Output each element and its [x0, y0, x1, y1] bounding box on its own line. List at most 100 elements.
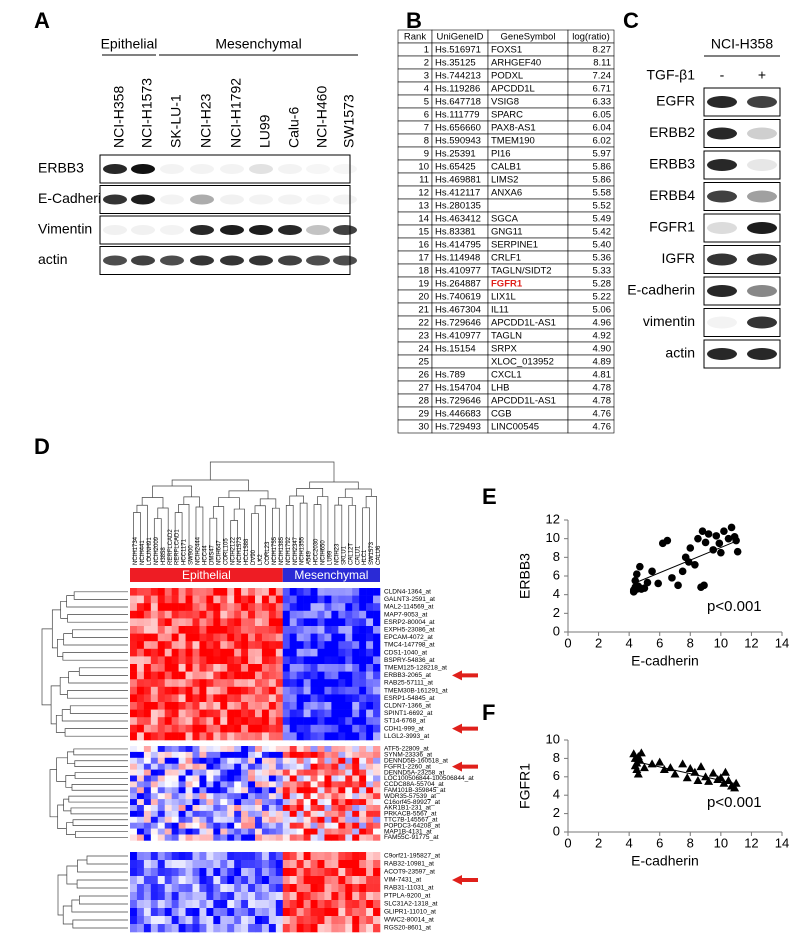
dendrogram [72, 919, 128, 929]
heatmap-cell [366, 805, 374, 812]
x-tick-label: 12 [744, 835, 758, 850]
table-text: 5.22 [593, 292, 612, 303]
dendrogram [152, 485, 192, 498]
heatmap-cell [373, 892, 381, 901]
heatmap-cell [352, 664, 360, 672]
heatmap-cell [171, 799, 179, 806]
table-text: 6 [424, 110, 429, 121]
lane-label: SK-LU-1 [168, 94, 184, 148]
heatmap-cell [282, 656, 291, 665]
heatmap-cell [213, 724, 221, 733]
heatmap-cell [157, 900, 166, 909]
heatmap-cell [324, 626, 332, 634]
dendrogram [73, 748, 128, 756]
heatmap-cell [248, 822, 256, 829]
heatmap-cell [157, 924, 166, 933]
table-text: LIX1L [491, 292, 516, 303]
table-text: PAX8-AS1 [491, 123, 536, 134]
heatmap-cell [352, 717, 360, 726]
dendrogram [64, 728, 128, 737]
heatmap-cell [150, 702, 159, 710]
heatmap-cell [206, 702, 214, 710]
heatmap-cell [352, 805, 360, 812]
heatmap-cell [248, 787, 256, 794]
heatmap-cell [338, 852, 346, 861]
heatmap-cell [143, 641, 152, 650]
heatmap-cell [199, 916, 207, 925]
heatmap-cell [199, 709, 207, 718]
heatmap-cell [143, 828, 152, 835]
heatmap-cell [324, 694, 332, 703]
heatmap-cell [143, 610, 152, 619]
heatmap-cell [199, 900, 207, 909]
heatmap-cell [373, 916, 381, 925]
heatmap-cell [317, 724, 325, 733]
heatmap-cell [130, 686, 138, 695]
heatmap-cell [171, 884, 179, 893]
point [715, 539, 724, 548]
table-text: 13 [418, 201, 429, 212]
heatmap-cell [136, 900, 145, 909]
heatmap-cell [130, 588, 138, 596]
heatmap-cell [185, 852, 193, 861]
x-tick-label: 8 [687, 835, 694, 850]
protein-label: vimentin [643, 313, 695, 329]
heatmap-cell [282, 641, 291, 650]
heatmap-cell [352, 746, 360, 753]
heatmap-cell [359, 679, 367, 688]
heatmap-cell [338, 709, 346, 718]
dendrogram [49, 769, 58, 818]
heatmap-cell [199, 595, 207, 604]
band [160, 255, 184, 266]
heatmap-cell [199, 924, 207, 933]
heatmap-cell [366, 852, 374, 861]
heatmap-cell [359, 686, 367, 695]
heatmap-cell [366, 746, 374, 753]
x-tick-label: 0 [564, 635, 571, 650]
heatmap-cell [359, 757, 367, 764]
heatmap-cell [338, 769, 346, 776]
band [103, 255, 127, 266]
heatmap-cell [289, 810, 297, 818]
heatmap-cell [282, 799, 291, 806]
heatmap-cell [359, 860, 367, 869]
heatmap-cell [199, 757, 207, 764]
heatmap-cell [296, 603, 304, 612]
heatmap-cell [234, 633, 242, 642]
heatmap-cell [248, 626, 256, 634]
heatmap-cell [366, 751, 374, 759]
heatmap-cell [359, 709, 367, 718]
heatmap-cell [275, 588, 284, 596]
heatmap-cell [261, 916, 270, 925]
table-text: 5.97 [593, 149, 612, 160]
heatmap-cell [331, 717, 339, 726]
cell-line-label: CAL12T [348, 543, 354, 565]
heatmap-cell [150, 924, 159, 933]
heatmap-cell [178, 799, 186, 806]
heatmap-cell [192, 603, 200, 612]
heatmap-cell [289, 769, 297, 776]
heatmap-cell [164, 686, 172, 695]
heatmap-cell [373, 757, 381, 764]
heatmap-cell [248, 900, 256, 909]
heatmap-cell [171, 828, 179, 835]
heatmap-cell [268, 671, 277, 680]
heatmap-cell [192, 799, 200, 806]
table-text: CXCL1 [491, 370, 522, 381]
y-axis-label: FGFR1 [517, 763, 533, 809]
heatmap-cell [282, 709, 291, 718]
heatmap-cell [310, 626, 318, 634]
heatmap-cell [268, 641, 277, 650]
heatmap-cell [178, 876, 186, 885]
heatmap-cell [234, 860, 242, 869]
heatmap-cell [366, 595, 374, 604]
heatmap-cell [275, 892, 284, 901]
heatmap-cell [352, 834, 360, 841]
heatmap-cell [359, 822, 367, 829]
y-tick-label: 6 [553, 567, 560, 582]
heatmap-cell [234, 679, 242, 688]
heatmap-cell [345, 686, 353, 695]
heatmap-cell [213, 787, 221, 794]
point [636, 562, 644, 571]
heatmap-cell [296, 799, 304, 806]
